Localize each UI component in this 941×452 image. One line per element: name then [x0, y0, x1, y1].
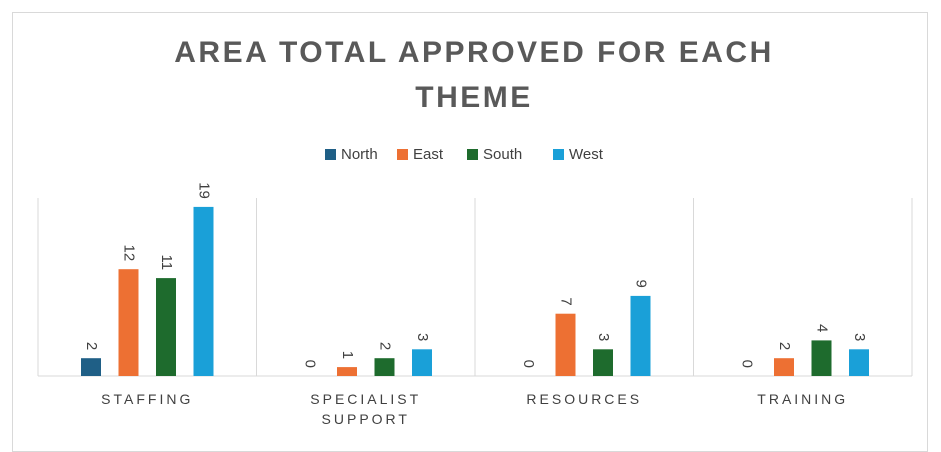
legend-label: South	[483, 146, 522, 163]
data-label: 0	[739, 360, 756, 368]
data-label: 1	[339, 351, 356, 359]
bar	[774, 358, 794, 376]
legend-swatch	[397, 149, 408, 160]
data-label: 0	[302, 360, 319, 368]
category-label: SPECIALIST SUPPORT	[310, 391, 422, 427]
data-label: 2	[377, 342, 394, 350]
data-label: 2	[83, 342, 100, 350]
legend-swatch	[325, 149, 336, 160]
data-label: 2	[776, 342, 793, 350]
legend-label: West	[569, 146, 604, 163]
legend-swatch	[467, 149, 478, 160]
data-label: 11	[158, 255, 175, 271]
data-label: 7	[558, 297, 575, 305]
data-label: 9	[633, 280, 650, 288]
bar	[555, 313, 576, 376]
bar	[374, 358, 395, 376]
category-label: TRAINING	[757, 391, 849, 407]
data-label: 3	[851, 333, 868, 341]
bar	[118, 269, 139, 376]
data-label: 4	[814, 324, 831, 332]
bar	[412, 349, 432, 376]
bar	[337, 367, 357, 376]
category-label: RESOURCES	[526, 391, 643, 407]
legend-label: East	[413, 146, 444, 163]
page: {"chart_data": {"type": "bar", "title": …	[12, 12, 928, 452]
data-label: 12	[121, 245, 138, 262]
data-label: 19	[196, 182, 213, 199]
bar	[849, 349, 869, 376]
bar	[811, 340, 832, 376]
data-label: 3	[595, 333, 612, 341]
bar	[156, 278, 176, 376]
bar	[593, 349, 613, 376]
bar	[630, 295, 651, 376]
category-label: STAFFING	[101, 391, 194, 407]
bar	[193, 206, 214, 376]
data-label: 3	[414, 333, 431, 341]
chart-title: AREA TOTAL APPROVED FOR EACH THEME	[174, 36, 774, 114]
legend-swatch	[553, 149, 564, 160]
bar	[81, 358, 101, 376]
legend-label: North	[341, 146, 378, 163]
data-label: 0	[520, 360, 537, 368]
